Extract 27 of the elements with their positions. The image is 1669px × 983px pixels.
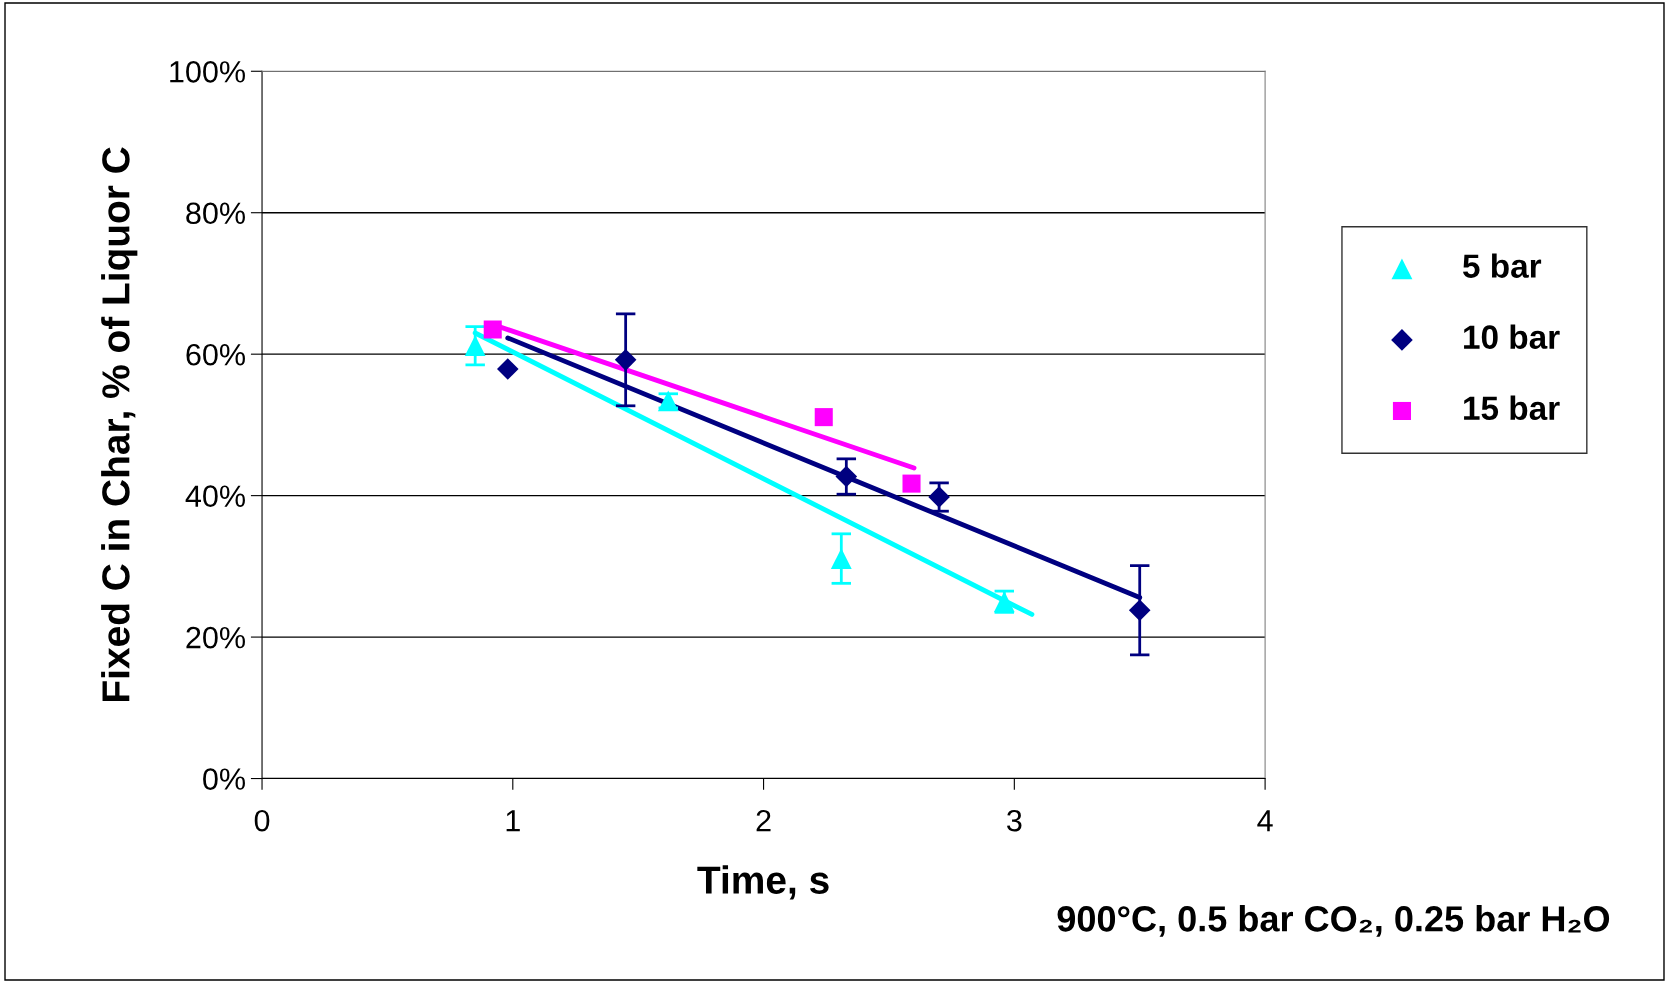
point — [928, 486, 950, 508]
x-tick-label: 1 — [506, 810, 520, 832]
legend-label: 10 bar — [1464, 324, 1560, 349]
x-tick-label: 4 — [1257, 810, 1273, 832]
y-tick-label: 40% — [185, 485, 245, 507]
y-tick-label: 20% — [186, 626, 245, 649]
point — [496, 358, 519, 380]
y-tick-label: 0% — [203, 768, 245, 790]
legend-label: 5 bar — [1462, 253, 1542, 278]
point — [814, 408, 833, 427]
point — [464, 335, 486, 357]
point — [830, 548, 852, 569]
y-tick-label: 60% — [186, 343, 245, 366]
legend-label: 15 bar — [1464, 395, 1560, 421]
point — [902, 474, 921, 493]
point — [835, 465, 858, 488]
x-tick-label: 2 — [756, 809, 771, 832]
text: 900°C, 0.5 bar CO₂, 0.25 bar H₂O — [1057, 905, 1610, 937]
y-axis-title: Fixed C in Char, % of Liquor C — [101, 147, 138, 702]
y-tick-label: 100% — [170, 61, 245, 83]
point — [614, 349, 637, 371]
x-axis-title: Time, s — [697, 865, 829, 900]
point — [1128, 599, 1151, 622]
point — [483, 320, 502, 339]
x-tick-label: 3 — [1007, 809, 1022, 832]
x-tick-label: 0 — [254, 809, 270, 832]
y-tick-label: 80% — [186, 202, 245, 225]
